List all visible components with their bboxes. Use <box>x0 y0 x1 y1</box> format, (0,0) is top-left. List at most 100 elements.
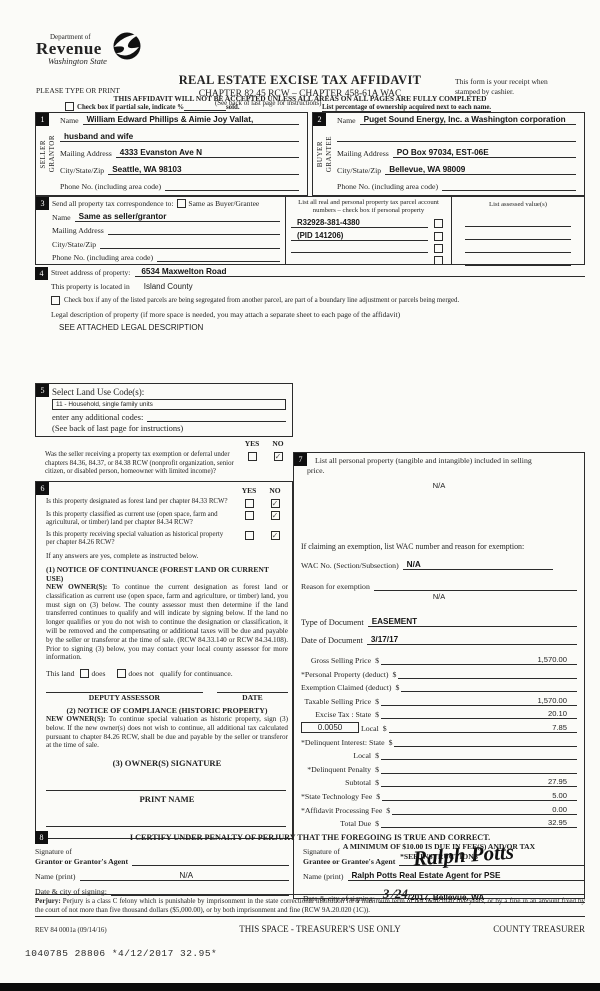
does-checkbox[interactable] <box>80 669 90 679</box>
street-address-field[interactable]: 6534 Maxwelton Road <box>135 267 585 277</box>
additional-codes-field[interactable] <box>147 412 286 422</box>
same-as-buyer-label: Same as Buyer/Grantee <box>188 199 260 208</box>
taxable-selling-price-field[interactable]: 1,570.00 <box>381 696 577 706</box>
money-row-gross: Gross Selling Price $ 1,570.00 <box>301 651 577 666</box>
grantee-signature-field[interactable] <box>399 856 585 866</box>
excise-state-field[interactable]: 20.10 <box>381 709 577 720</box>
gross-selling-price-field[interactable]: 1,570.00 <box>381 655 577 666</box>
delinquent-penalty-field[interactable] <box>381 764 577 774</box>
located-in-value: Island County <box>143 282 193 291</box>
grantor-signature-field[interactable] <box>132 856 289 866</box>
corr-mailing-field[interactable] <box>107 225 280 235</box>
parcel-checkbox-3[interactable] <box>434 244 443 254</box>
local-rate-box[interactable]: 0.0050 <box>301 722 359 734</box>
money-table: Gross Selling Price $ 1,570.00 *Personal … <box>301 651 577 829</box>
parcel-checkbox-4[interactable] <box>434 256 443 266</box>
parcel-field-2[interactable]: (PID 141206) <box>291 231 428 242</box>
assessed-field-1[interactable] <box>465 217 571 228</box>
segregated-checkbox[interactable] <box>51 296 60 305</box>
seller-name-field-2[interactable]: husband and wife <box>60 132 299 142</box>
delinquent-interest-state-field[interactable] <box>394 737 577 747</box>
affidavit-processing-fee-field[interactable]: 0.00 <box>392 805 577 815</box>
seller-city-field[interactable]: Seattle, WA 98103 <box>108 165 299 175</box>
parcel-checkbox-2[interactable] <box>434 232 443 242</box>
notice-continuance-body: NEW OWNER(S): To continue the current de… <box>46 583 288 662</box>
partial-sale-percent-field[interactable] <box>184 103 226 111</box>
owners-signature-heading: (3) OWNER(S) SIGNATURE <box>112 758 222 769</box>
total-due-field[interactable]: 32.95 <box>381 818 577 829</box>
state-technology-fee-field[interactable]: 5.00 <box>382 791 577 801</box>
parcel-field-3[interactable] <box>291 244 428 254</box>
forest-no-checkbox[interactable]: ✓ <box>270 498 280 508</box>
section-3-correspondence: 3 Send all property tax correspondence t… <box>35 196 585 267</box>
historic-yes-checkbox[interactable] <box>244 531 254 541</box>
grantee-name-print-field[interactable]: Ralph Potts Real Estate Agent for PSE <box>347 871 585 881</box>
grantor-signature-block: Signature of Grantor or Grantor's Agent … <box>35 847 303 903</box>
print-name-field[interactable] <box>46 817 286 828</box>
footer-row: REV 84 0001a (09/14/16) THIS SPACE - TRE… <box>35 924 585 934</box>
owners-signature-field[interactable] <box>46 781 286 792</box>
partial-sale-checkbox[interactable] <box>65 102 74 111</box>
seller-mailing-field[interactable]: 4333 Evanston Ave N <box>115 148 299 158</box>
partial-sale-label: Check box if partial sale, indicate % <box>77 104 184 111</box>
section-1-tab: 1 <box>36 113 49 126</box>
parcel-checkbox-1[interactable] <box>434 219 443 229</box>
exemption-claimed-field[interactable] <box>401 682 577 693</box>
type-of-document-field[interactable]: EASEMENT <box>367 617 577 628</box>
exemption-yes-checkbox[interactable] <box>247 451 257 461</box>
grantor-date-city-label: Date & city of signing: <box>35 887 107 896</box>
notice-continuance-title: (1) NOTICE OF CONTINUANCE (FOREST LAND O… <box>46 565 269 584</box>
same-as-buyer-checkbox[interactable] <box>177 199 187 208</box>
grantor-date-city-field[interactable] <box>110 886 289 896</box>
buyer-name-field[interactable]: Puget Sound Energy, Inc. a Washington co… <box>359 115 576 125</box>
section-7-tab: 7 <box>294 453 307 466</box>
deputy-date-field[interactable] <box>216 692 288 694</box>
grantor-name-print-field[interactable]: N/A <box>79 871 289 881</box>
corr-city-field[interactable] <box>100 239 280 249</box>
yes-header: YES <box>244 439 260 448</box>
corr-name-field[interactable]: Same as seller/grantor <box>74 212 280 222</box>
excise-local-field[interactable]: 7.85 <box>388 723 577 734</box>
does-label: does <box>91 669 106 679</box>
deputy-labels: DEPUTY ASSESSOR DATE <box>46 693 288 702</box>
seller-phone-field[interactable] <box>165 181 299 191</box>
dor-logo: Department of Revenue Washington State <box>36 32 145 66</box>
deputy-assessor-signature-field[interactable] <box>46 692 203 694</box>
buyer-city-field[interactable]: Bellevue, WA 98009 <box>385 165 576 175</box>
grantee-date-city-field[interactable]: 3 ∕24 /2017, Bellevue, WA <box>378 886 585 903</box>
assessed-column: List assessed value(s) <box>451 197 584 267</box>
does-not-label: does not <box>128 669 154 679</box>
wac-field[interactable]: N/A <box>402 560 553 571</box>
seller-name-field[interactable]: William Edward Phillips & Aimie Joy Vall… <box>82 115 299 125</box>
date-of-document-field[interactable]: 3/17/17 <box>366 635 577 646</box>
buyer-phone-field[interactable] <box>442 181 576 191</box>
parcel-field-1[interactable]: R32928-381-4380 <box>291 218 428 229</box>
buyer-mailing-label: Mailing Address <box>337 149 389 158</box>
grantee-signature-script: Ralph Potts <box>412 839 515 871</box>
exemption-no-checkbox[interactable]: ✓ <box>273 451 283 461</box>
buyer-mailing-field[interactable]: PO Box 97034, EST-06E <box>392 148 576 158</box>
assessed-field-2[interactable] <box>465 230 571 241</box>
reason-field[interactable] <box>373 581 577 592</box>
current-use-no-checkbox[interactable]: ✓ <box>270 511 280 521</box>
personal-property-deduct-field[interactable] <box>398 669 577 679</box>
land-use-code-select[interactable]: 11 - Household, single family units <box>52 399 286 410</box>
grantee-date-city-label: Date & city of signing: <box>303 894 375 903</box>
corr-phone-field[interactable] <box>157 252 280 262</box>
assessed-field-4[interactable] <box>465 256 571 267</box>
section-4-property: 4 Street address of property: 6534 Maxwe… <box>35 267 585 332</box>
does-not-checkbox[interactable] <box>117 669 127 679</box>
current-use-yes-checkbox[interactable] <box>244 511 254 521</box>
section-4-tab: 4 <box>35 267 48 280</box>
current-use-question: Is this property classified as current u… <box>46 510 218 527</box>
historic-no-checkbox[interactable]: ✓ <box>270 531 280 541</box>
forest-yes-checkbox[interactable] <box>244 498 254 508</box>
parcel-field-4[interactable] <box>291 256 428 266</box>
assessed-field-3[interactable] <box>465 243 571 254</box>
delinquent-interest-local-field[interactable] <box>381 750 577 761</box>
money-row-delinq-interest-state: *Delinquent Interest: State $ <box>301 733 577 747</box>
subtotal-field[interactable]: 27.95 <box>381 777 577 788</box>
buyer-name-field-2[interactable] <box>337 132 576 142</box>
grantee-date-typed: /2017, Bellevue, WA <box>407 893 485 902</box>
